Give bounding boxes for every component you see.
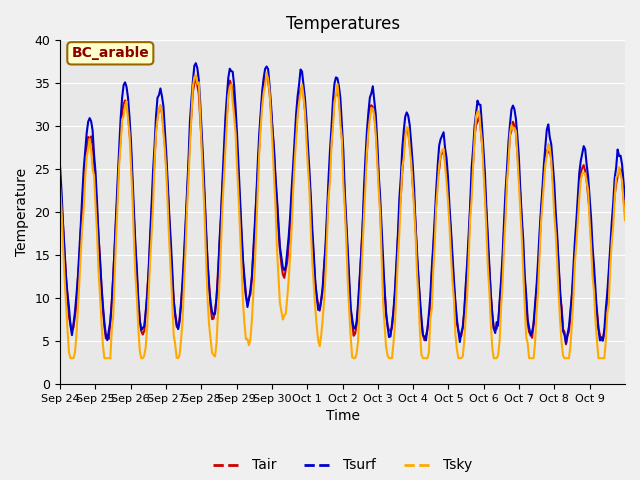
Tsurf: [620, 178, 627, 184]
Tair: [620, 195, 627, 201]
Y-axis label: Temperature: Temperature: [15, 168, 29, 256]
Tair: [348, 320, 356, 325]
Legend: Tair, Tsurf, Tsky: Tair, Tsurf, Tsky: [207, 453, 477, 478]
Tsky: [263, 71, 271, 76]
Tsurf: [93, 198, 101, 204]
Tsky: [67, 355, 74, 361]
Tsky: [350, 355, 358, 361]
Text: BC_arable: BC_arable: [72, 46, 149, 60]
Tsky: [462, 314, 470, 320]
Tsky: [77, 251, 84, 256]
Tsurf: [460, 309, 468, 314]
Tsurf: [192, 60, 200, 66]
Tair: [562, 341, 570, 347]
Tair: [621, 210, 629, 216]
Tair: [545, 150, 552, 156]
Line: Tsky: Tsky: [60, 73, 625, 358]
Tsky: [95, 267, 102, 273]
Line: Tsurf: Tsurf: [60, 63, 625, 343]
Tsky: [546, 145, 554, 151]
Line: Tair: Tair: [60, 77, 625, 344]
Tsurf: [348, 316, 356, 322]
Tsky: [56, 185, 64, 191]
Tsky: [621, 217, 629, 223]
Tsurf: [562, 340, 570, 346]
Tair: [263, 74, 271, 80]
Tsurf: [56, 165, 64, 171]
Tair: [56, 181, 64, 187]
Tsurf: [76, 248, 83, 254]
X-axis label: Time: Time: [326, 409, 360, 423]
Tair: [76, 258, 83, 264]
Title: Temperatures: Temperatures: [285, 15, 399, 33]
Tair: [93, 209, 101, 215]
Tsurf: [621, 196, 629, 202]
Tair: [460, 310, 468, 315]
Tsky: [620, 200, 627, 205]
Tsurf: [545, 121, 552, 127]
